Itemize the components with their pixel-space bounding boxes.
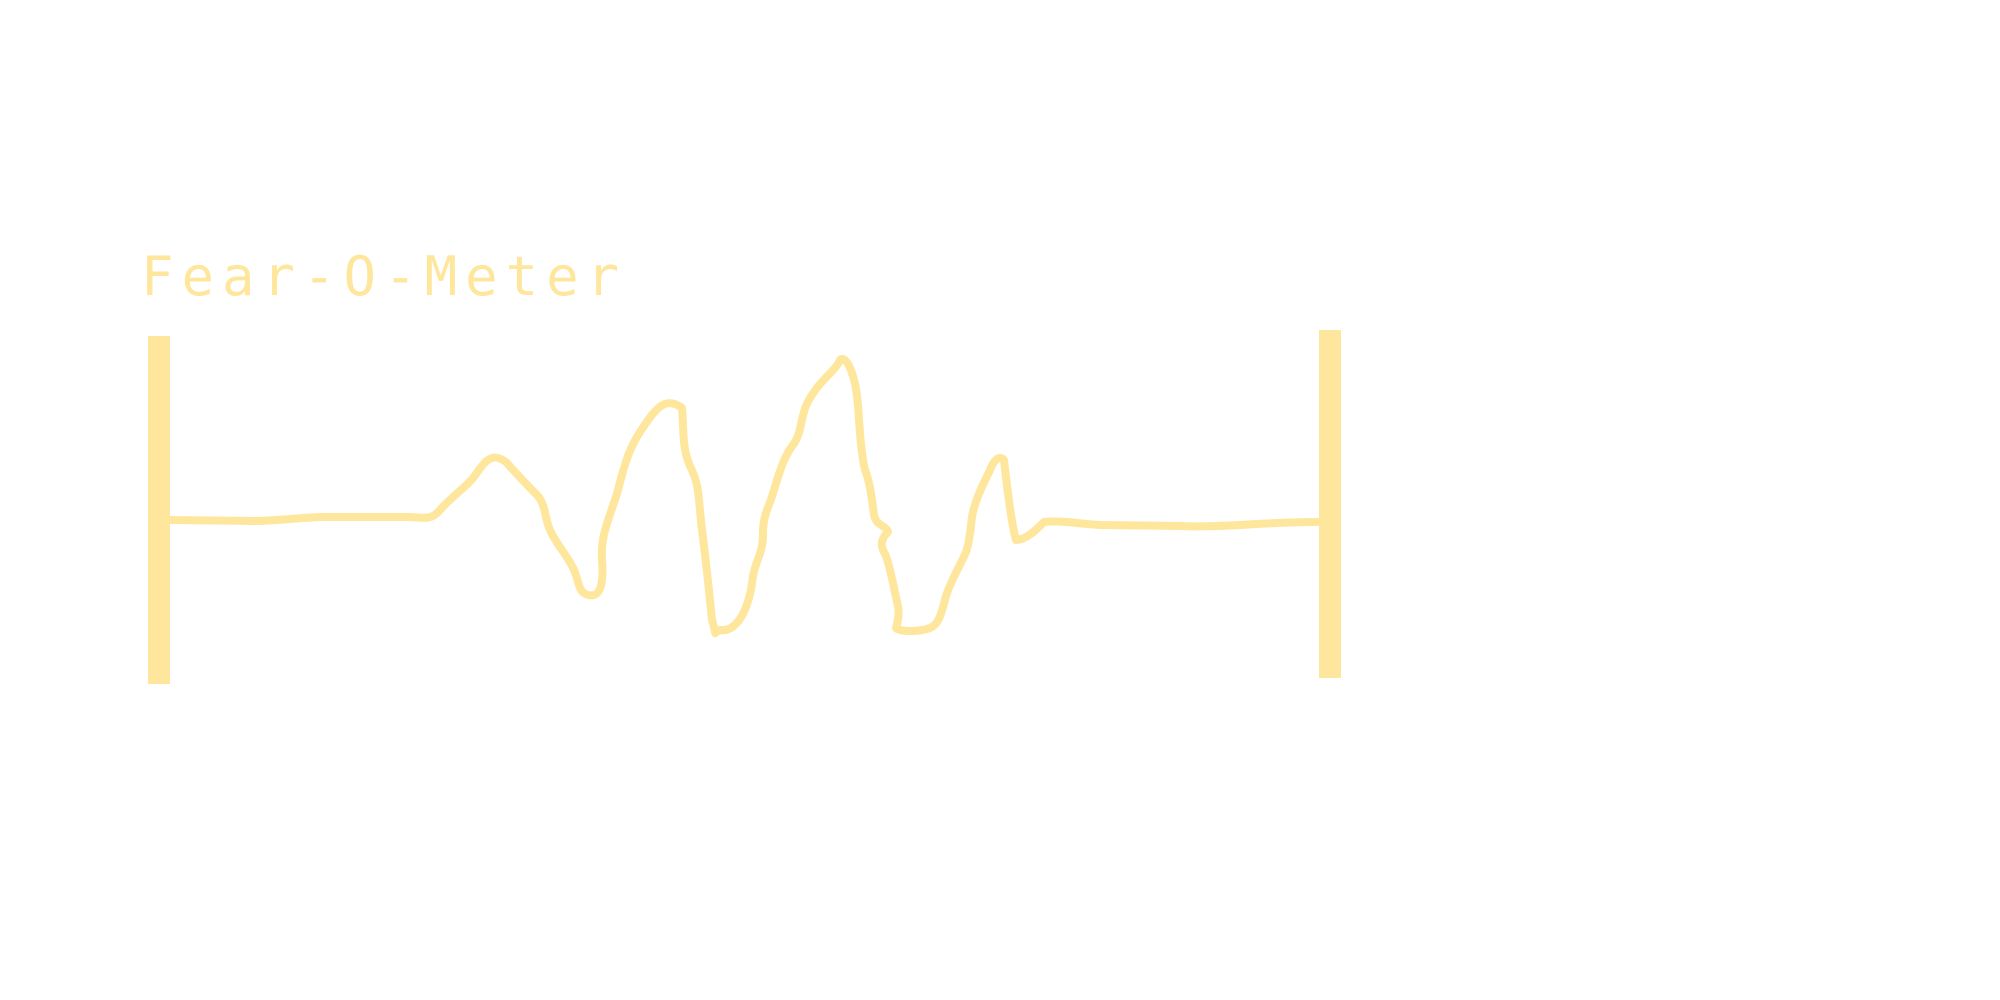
- waveform-line: [166, 355, 1323, 638]
- left-marker-bar: [148, 336, 170, 684]
- page-title: Fear-O-Meter: [141, 245, 628, 308]
- right-marker-bar: [1319, 330, 1341, 678]
